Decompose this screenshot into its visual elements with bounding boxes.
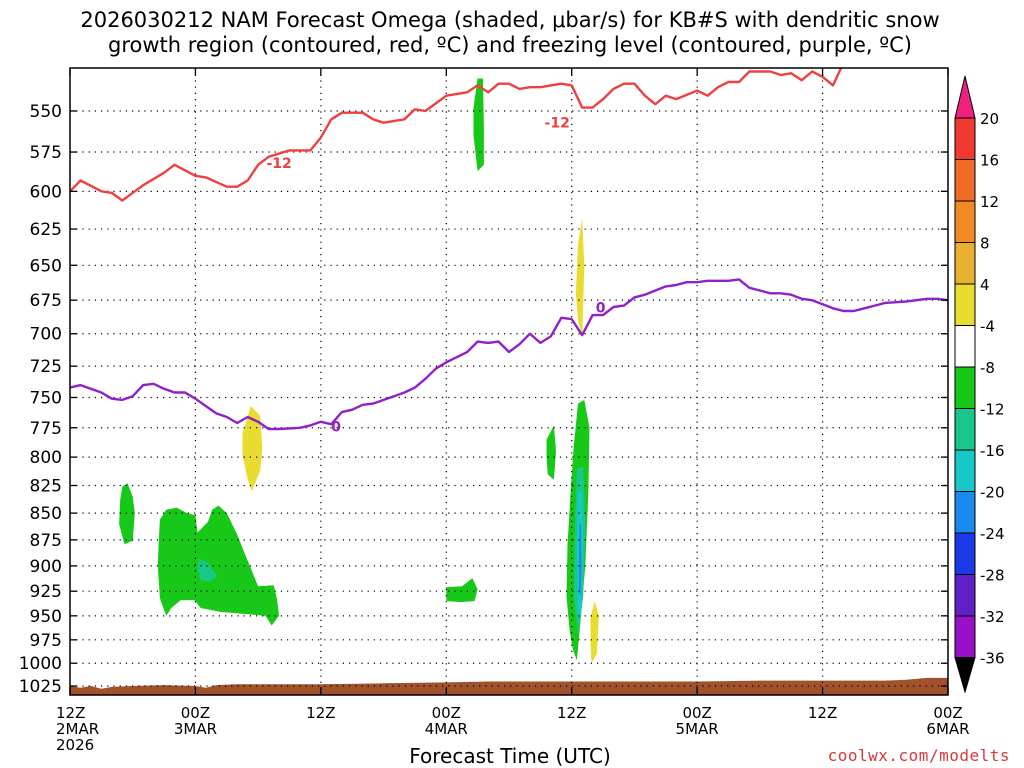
y-tick-label-550: 550 (30, 102, 62, 122)
omega-region-12 (590, 601, 599, 664)
colorbar-box-12 (954, 615, 976, 658)
omega-region-10 (579, 523, 582, 597)
colorbar-box-2 (954, 200, 976, 243)
axes: 550 575 600 625 650 675 700 725 750 775 800 825 850 8… (19, 67, 970, 754)
temperature-contours (70, 68, 948, 431)
y-tick-label-600: 600 (30, 182, 62, 202)
colorbar-box-8 (954, 449, 976, 492)
omega-region-11 (575, 218, 585, 337)
y-tick-label-925: 925 (30, 582, 62, 602)
x-axis-label: Forecast Time (UTC) (409, 744, 611, 768)
contour-label-1: -12 (545, 116, 570, 132)
x-tick-label-36-1: 4MAR (425, 720, 468, 738)
colorbar-label-9: -20 (980, 484, 1005, 502)
colorbar-label-4: 4 (980, 276, 990, 294)
y-tick-label-750: 750 (30, 388, 62, 408)
x-tick-label-12-1: 3MAR (174, 720, 217, 738)
contour-label-0: -12 (267, 156, 292, 172)
contour-line-freezing (70, 278, 948, 431)
colorbar-box-11 (954, 574, 976, 617)
colorbar-label-2: 12 (980, 193, 999, 211)
colorbar-label-6: -8 (980, 359, 995, 377)
x-tick-label-48-0: 12Z (557, 704, 586, 722)
x-tick-label-0-0: 12Z (56, 704, 85, 722)
colorbar-box-9 (954, 491, 976, 534)
colorbar-box-1 (954, 159, 976, 202)
y-tick-label-625: 625 (30, 220, 62, 240)
grid-lines (70, 68, 948, 695)
colorbar-label-7: -12 (980, 401, 1005, 419)
terrain-fill (70, 677, 948, 695)
y-tick-label-700: 700 (30, 325, 62, 345)
x-tick-label-60-1: 5MAR (676, 720, 719, 738)
colorbar-label-8: -16 (980, 442, 1005, 460)
colorbar-label-12: -32 (980, 608, 1005, 626)
y-tick-label-825: 825 (30, 477, 62, 497)
x-tick-label-36-0: 00Z (432, 704, 461, 722)
y-tick-label-900: 900 (30, 557, 62, 577)
y-tick-label-875: 875 (30, 531, 62, 551)
chart-title-line-1: 2026030212 NAM Forecast Omega (shaded, μ… (80, 8, 940, 32)
colorbar-box-4 (954, 283, 976, 326)
colorbar: 20 16 12 8 4 -4 -8 -12 -16 -20 -24 -28 -32 -36 (954, 75, 1005, 694)
x-tick-label-0-2: 2026 (56, 736, 94, 754)
omega-region-5 (473, 78, 484, 172)
omega-shading (119, 78, 599, 664)
colorbar-label-1: 16 (980, 152, 999, 170)
y-tick-label-775: 775 (30, 419, 62, 439)
colorbar-box-0 (954, 117, 976, 160)
x-tick-label-60-0: 00Z (682, 704, 711, 722)
omega-region-4 (446, 578, 478, 603)
colorbar-box-10 (954, 532, 976, 575)
y-tick-label-1025: 1025 (19, 677, 62, 697)
colorbar-label-5: -4 (980, 318, 995, 336)
colorbar-box-5 (954, 325, 976, 368)
plot-frame (69, 67, 949, 696)
y-tick-label-950: 950 (30, 607, 62, 627)
colorbar-box-6 (954, 366, 976, 409)
x-tick-label-0-1: 2MAR (56, 720, 99, 738)
x-tick-label-24-0: 12Z (306, 704, 335, 722)
omega-region-0 (119, 483, 135, 545)
x-tick-label-72-0: 12Z (808, 704, 837, 722)
x-tick-label-84-1: 6MAR (926, 720, 969, 738)
contour-label-3: 0 (596, 300, 606, 316)
omega-region-3 (242, 406, 263, 492)
y-tick-label-675: 675 (30, 291, 62, 311)
colorbar-label-3: 8 (980, 235, 990, 253)
y-tick-label-975: 975 (30, 631, 62, 651)
x-tick-label-84-0: 00Z (933, 704, 962, 722)
colorbar-label-10: -24 (980, 525, 1005, 543)
contour-label-2: 0 (331, 419, 341, 435)
y-tick-label-650: 650 (30, 256, 62, 276)
credit-link[interactable]: coolwx.com/modelts (827, 746, 1010, 765)
y-tick-label-725: 725 (30, 357, 62, 377)
colorbar-box-7 (954, 408, 976, 451)
omega-region-1 (157, 505, 279, 626)
colorbar-label-11: -28 (980, 567, 1005, 585)
omega-region-6 (546, 425, 556, 480)
colorbar-label-0: 20 (980, 110, 999, 128)
colorbar-arrow-bottom (954, 657, 976, 694)
contour-labels: -12 -12 0 0 (267, 116, 606, 436)
colorbar-box-3 (954, 242, 976, 285)
y-tick-label-1000: 1000 (19, 654, 62, 674)
terrain-shape (70, 677, 948, 695)
colorbar-label-13: -36 (980, 650, 1005, 668)
y-tick-label-850: 850 (30, 504, 62, 524)
chart-title-line-2: growth region (contoured, red, ºC) and f… (108, 33, 912, 57)
omega-region-2 (197, 558, 218, 582)
y-tick-label-575: 575 (30, 143, 62, 163)
contour-line-minus12 (70, 68, 843, 202)
y-tick-label-800: 800 (30, 448, 62, 468)
colorbar-arrow-top (954, 75, 976, 119)
x-tick-label-12-0: 00Z (181, 704, 210, 722)
